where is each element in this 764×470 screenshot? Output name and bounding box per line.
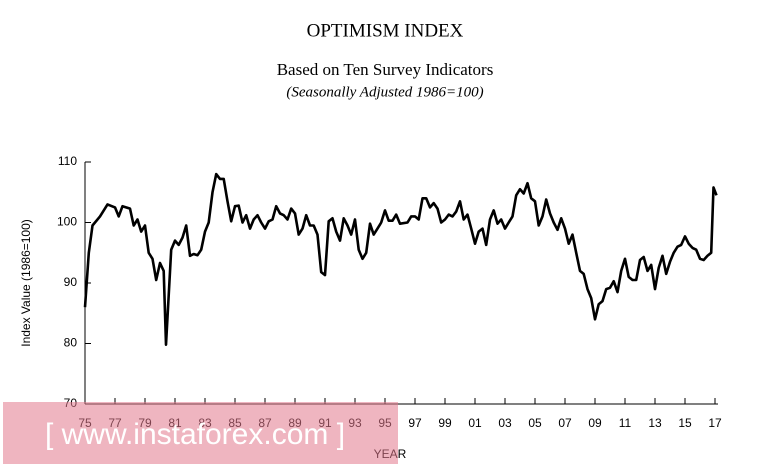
y-tick-label: 110 <box>58 154 77 168</box>
x-tick-label: 05 <box>528 416 542 430</box>
y-axis-label: Index Value (1986=100) <box>19 219 33 347</box>
x-tick-label: 01 <box>468 416 482 430</box>
chart-title: OPTIMISM INDEX <box>307 20 464 41</box>
x-tick-label: 99 <box>438 416 452 430</box>
y-tick-label: 90 <box>64 275 78 289</box>
chart-subtitle: Based on Ten Survey Indicators <box>277 60 494 79</box>
plot-area: 7080901001107577798183858789919395979901… <box>57 154 722 430</box>
x-tick-label: 11 <box>619 416 632 430</box>
watermark: [ www.instaforex.com ] <box>45 418 345 451</box>
x-tick-label: 13 <box>648 416 662 430</box>
y-tick-label: 100 <box>57 215 77 229</box>
x-tick-label: 09 <box>588 416 602 430</box>
x-tick-label: 07 <box>558 416 572 430</box>
x-tick-label: 15 <box>678 416 692 430</box>
y-tick-label: 80 <box>64 336 78 350</box>
x-tick-label: 97 <box>408 416 422 430</box>
chart-note: (Seasonally Adjusted 1986=100) <box>286 84 483 100</box>
series-line <box>83 172 718 346</box>
watermark-box <box>3 402 398 464</box>
x-tick-label: 17 <box>708 416 722 430</box>
x-tick-label: 03 <box>498 416 512 430</box>
